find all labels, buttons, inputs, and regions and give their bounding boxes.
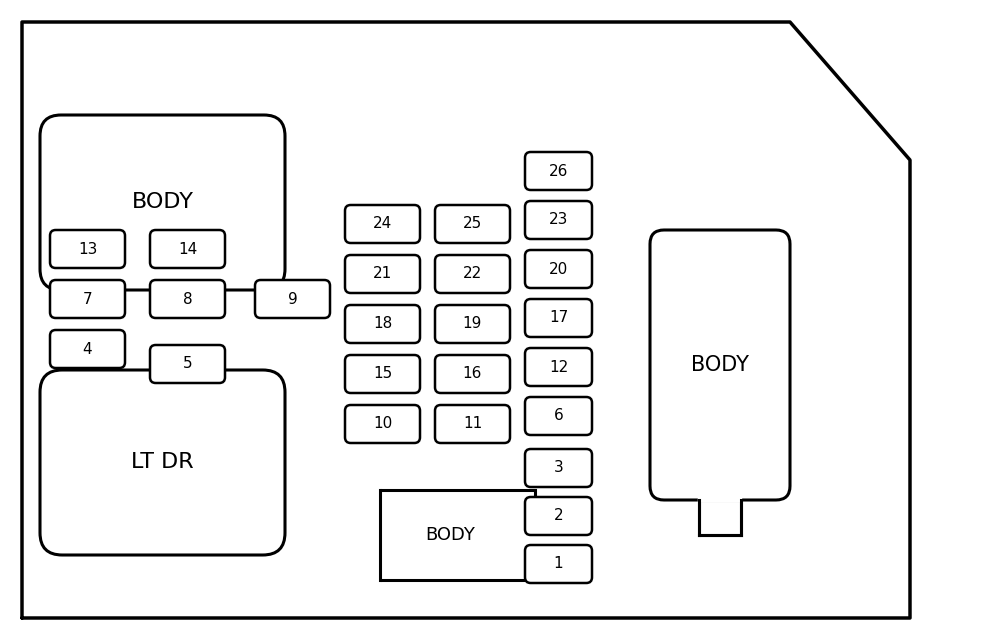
Text: 2: 2 [554,509,563,523]
FancyBboxPatch shape [525,497,592,535]
FancyBboxPatch shape [345,205,420,243]
Text: 4: 4 [82,342,92,356]
Text: 5: 5 [183,356,192,371]
FancyBboxPatch shape [50,230,125,268]
Text: 6: 6 [554,408,563,424]
FancyBboxPatch shape [345,255,420,293]
FancyBboxPatch shape [525,449,592,487]
Polygon shape [22,22,910,618]
FancyBboxPatch shape [650,230,790,500]
Text: 25: 25 [463,217,482,232]
FancyBboxPatch shape [525,299,592,337]
FancyBboxPatch shape [525,397,592,435]
FancyBboxPatch shape [150,280,225,318]
Text: 3: 3 [554,460,563,476]
Bar [699,500,741,535]
Text: 13: 13 [77,241,97,257]
FancyBboxPatch shape [435,405,510,443]
Text: 20: 20 [549,262,568,276]
FancyBboxPatch shape [150,230,225,268]
FancyBboxPatch shape [525,250,592,288]
Text: 16: 16 [463,366,482,382]
FancyBboxPatch shape [345,405,420,443]
FancyBboxPatch shape [345,305,420,343]
Text: 19: 19 [463,316,482,331]
FancyBboxPatch shape [50,280,125,318]
Text: 8: 8 [183,291,192,307]
FancyBboxPatch shape [525,348,592,386]
Text: 21: 21 [373,267,392,281]
FancyBboxPatch shape [525,152,592,190]
Text: LT DR: LT DR [131,453,193,472]
Text: 22: 22 [463,267,482,281]
FancyBboxPatch shape [435,305,510,343]
Text: 26: 26 [549,163,568,178]
Text: 9: 9 [288,291,298,307]
FancyBboxPatch shape [40,370,285,555]
Text: 10: 10 [373,417,392,432]
FancyBboxPatch shape [435,255,510,293]
Text: BODY: BODY [425,526,475,544]
Text: 18: 18 [373,316,392,331]
FancyBboxPatch shape [255,280,330,318]
Text: 17: 17 [549,311,568,326]
FancyBboxPatch shape [525,201,592,239]
FancyBboxPatch shape [435,355,510,393]
Text: 14: 14 [178,241,197,257]
Text: 24: 24 [373,217,392,232]
Text: 11: 11 [463,417,482,432]
FancyBboxPatch shape [345,355,420,393]
Text: 1: 1 [554,556,563,572]
Text: 15: 15 [373,366,392,382]
Text: 12: 12 [549,359,568,375]
FancyBboxPatch shape [50,330,125,368]
FancyBboxPatch shape [435,205,510,243]
Text: BODY: BODY [132,192,193,213]
FancyBboxPatch shape [150,345,225,383]
FancyBboxPatch shape [525,545,592,583]
Text: 7: 7 [82,291,92,307]
FancyBboxPatch shape [40,115,285,290]
Text: 23: 23 [549,213,568,227]
Text: BODY: BODY [691,355,749,375]
